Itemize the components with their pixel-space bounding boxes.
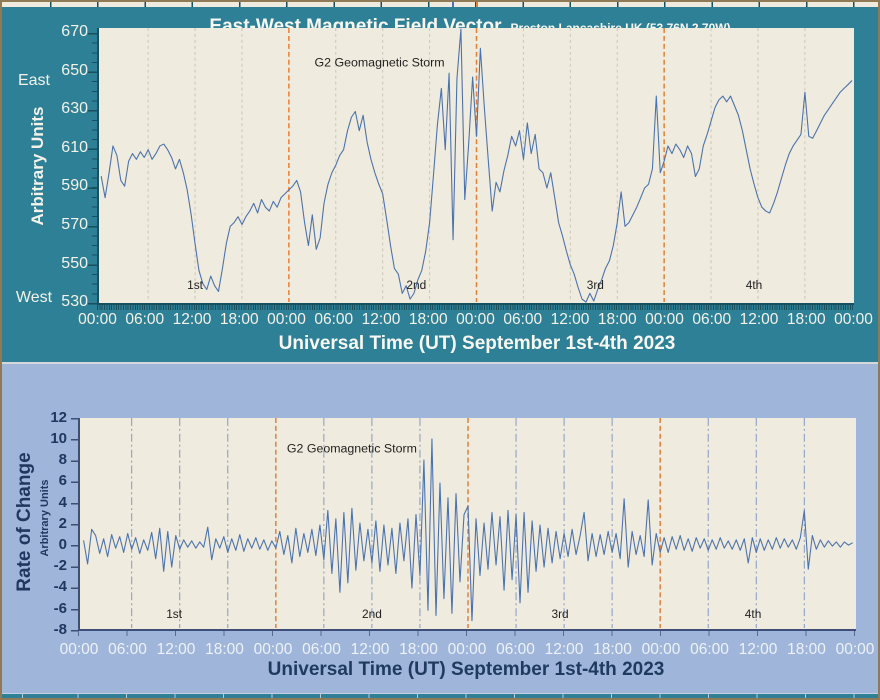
cropped-series-tick <box>452 0 454 7</box>
bottom-x-axis-title: Universal Time (UT) September 1st-4th 20… <box>267 659 665 680</box>
x-tick-label: 06:00 <box>108 641 147 658</box>
x-tick-label: 06:00 <box>692 311 732 328</box>
x-tick-label: 00:00 <box>447 641 487 658</box>
x-tick-label: 00:00 <box>834 311 873 328</box>
x-tick-label: 00:00 <box>78 311 117 328</box>
x-tick-label: 00:00 <box>645 311 684 328</box>
day-label: 4th <box>745 607 762 621</box>
x-tick-label: 18:00 <box>787 641 826 658</box>
y-tick-label: 8 <box>58 451 67 469</box>
y-tick-label: 6 <box>58 472 67 490</box>
y-tick-label: 570 <box>61 215 88 233</box>
bottom-y-axis-ticks <box>71 418 78 632</box>
x-tick-label: 12:00 <box>156 641 196 658</box>
storm-annotation: G2 Geomagnetic Storm <box>287 442 417 456</box>
x-tick-label: 18:00 <box>408 311 448 328</box>
x-tick-label: 18:00 <box>205 641 244 658</box>
bottom-chart-plot-area: 1st 2nd 3rd 4th G2 Geomagnetic Storm <box>78 418 856 631</box>
x-tick-label: 12:00 <box>361 311 401 328</box>
top-y-axis-minor-ticks <box>92 33 97 305</box>
x-tick-label: 18:00 <box>597 311 637 328</box>
cropped-axis-strip-bottom <box>0 693 880 700</box>
top-x-axis-minor-ticks <box>97 305 854 310</box>
bottom-x-axis-ticks <box>78 631 857 636</box>
top-x-axis-title: Universal Time (UT) September 1st-4th 20… <box>278 333 676 354</box>
x-tick-label: 12:00 <box>350 641 390 658</box>
west-axis-label: West <box>15 289 53 306</box>
day-label: 2nd <box>406 278 426 292</box>
east-axis-label: East <box>17 72 50 89</box>
top-y-axis-title: Arbitrary Units <box>28 106 47 226</box>
y-tick-label: 0 <box>58 535 67 553</box>
x-tick-label: 06:00 <box>503 311 543 328</box>
series-line <box>100 28 853 303</box>
y-tick-label: 530 <box>61 293 88 311</box>
x-tick-label: 18:00 <box>219 311 259 328</box>
day-label: 1st <box>187 278 204 292</box>
x-tick-label: 12:00 <box>550 311 590 328</box>
y-tick-label: 4 <box>58 493 67 511</box>
x-tick-label: 00:00 <box>253 641 293 658</box>
day-label: 4th <box>746 278 763 292</box>
x-tick-label: 06:00 <box>496 641 535 658</box>
y-tick-label: 590 <box>61 177 88 195</box>
x-tick-label: 06:00 <box>314 311 354 328</box>
x-tick-label: 06:00 <box>302 641 341 658</box>
series-line <box>83 438 853 622</box>
x-tick-label: 18:00 <box>593 641 632 658</box>
storm-annotation: G2 Geomagnetic Storm <box>314 56 444 70</box>
section-divider <box>0 362 880 364</box>
cropped-axis-strip-top <box>0 0 880 7</box>
y-tick-label: 10 <box>50 429 67 447</box>
y-tick-label: 610 <box>61 138 88 156</box>
x-tick-label: 12:00 <box>544 641 584 658</box>
y-tick-label: -6 <box>53 599 67 617</box>
x-tick-label: 06:00 <box>125 311 165 328</box>
cropped-day-boundary-tick <box>476 0 478 7</box>
y-tick-label: -2 <box>53 557 67 575</box>
y-tick-label: -8 <box>53 620 67 638</box>
y-tick-label: -4 <box>53 578 67 596</box>
x-tick-label: 18:00 <box>399 641 438 658</box>
x-tick-label: 00:00 <box>641 641 681 658</box>
day-label: 3rd <box>587 278 604 292</box>
y-tick-label: 650 <box>61 61 88 79</box>
x-tick-label: 12:00 <box>172 311 212 328</box>
x-tick-label: 00:00 <box>835 641 875 658</box>
y-tick-label: 550 <box>61 254 88 272</box>
x-tick-label: 00:00 <box>456 311 495 328</box>
y-tick-label: 2 <box>58 514 67 532</box>
day-label: 2nd <box>362 607 382 621</box>
top-chart-plot-area: 1st 2nd 3rd 4th G2 Geomagnetic Storm <box>97 28 854 305</box>
day-label: 1st <box>166 607 183 621</box>
y-tick-label: 12 <box>50 408 67 426</box>
x-tick-label: 18:00 <box>786 311 826 328</box>
y-tick-label: 670 <box>61 23 88 41</box>
day-label: 3rd <box>551 607 568 621</box>
x-tick-label: 06:00 <box>690 641 729 658</box>
y-tick-label: 630 <box>61 100 88 118</box>
x-tick-label: 00:00 <box>267 311 306 328</box>
x-tick-label: 12:00 <box>739 311 779 328</box>
x-tick-label: 12:00 <box>738 641 778 658</box>
x-tick-label: 00:00 <box>59 641 99 658</box>
